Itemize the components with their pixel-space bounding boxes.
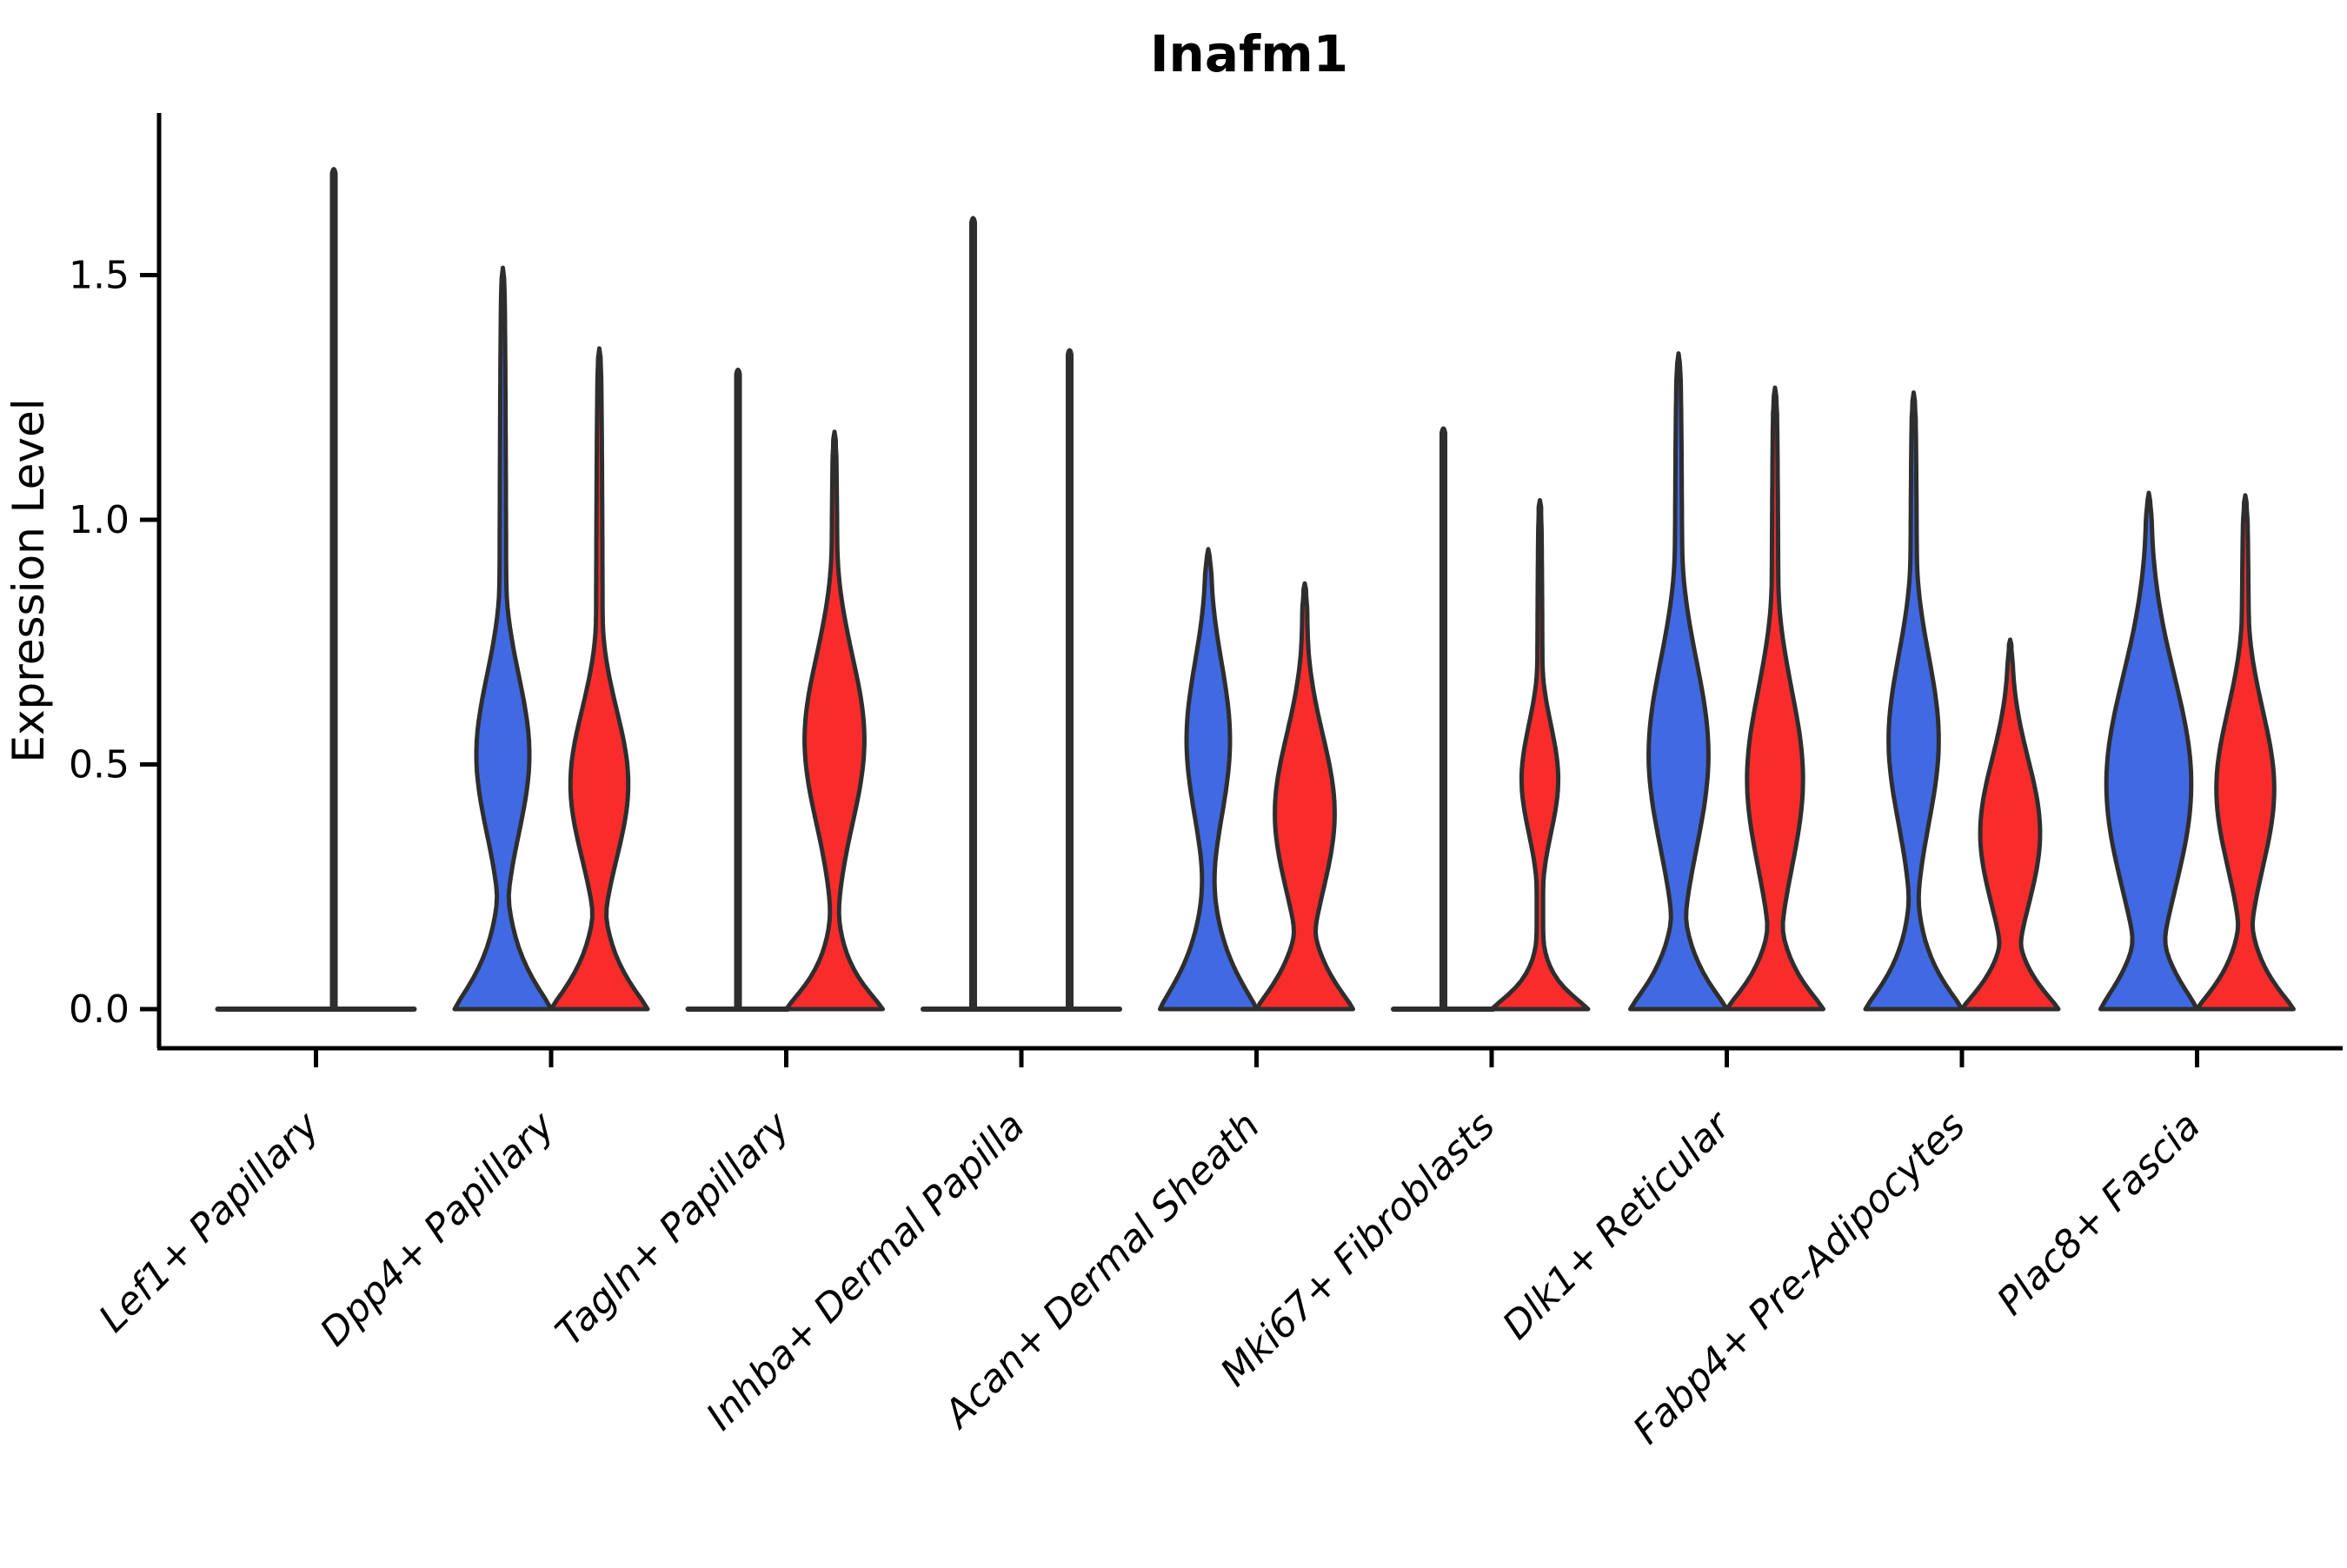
plot-title: Inafm1 — [1150, 24, 1348, 83]
violin-plac8-fascia-red — [2195, 493, 2296, 1012]
violin-dpp4-papillary-blue — [452, 265, 554, 1012]
x-tick-label-dlk1-reticular: Dlk1+ Reticular — [1494, 1102, 1740, 1348]
violin-mki67-fibroblasts-blue-spike — [1439, 426, 1447, 1012]
violin-acan-dermal-sheath-red — [1254, 581, 1355, 1012]
violin-lef1-papillary-blue-spike — [329, 167, 338, 1012]
violin-tagln-papillary-blue-spike — [734, 367, 742, 1012]
violin-fabp4-pre-adipocytes-red — [1959, 637, 2061, 1012]
violin-dlk1-reticular-red — [1725, 385, 1825, 1012]
violin-mki67-fibroblasts-red — [1489, 498, 1591, 1012]
x-tick-label-plac8-fascia: Plac8+ Fascia — [1989, 1104, 2209, 1324]
y-axis-label: Expression Level — [3, 398, 54, 762]
x-tick-label-tagln-papillary: Tagln+ Papillary — [548, 1103, 799, 1354]
violin-dlk1-reticular-blue — [1628, 351, 1729, 1012]
y-tick-label: 1.5 — [69, 254, 130, 298]
violin-inhba-dermal-papilla-red-spike — [1066, 348, 1074, 1012]
x-tick-label-dpp4-papillary: Dpp4+ Papillary — [312, 1103, 564, 1355]
violins-layer — [215, 167, 2296, 1012]
violin-tagln-papillary-red — [784, 429, 885, 1012]
violin-dpp4-papillary-red — [549, 346, 650, 1012]
y-tick-label: 1.0 — [69, 498, 130, 542]
violin-acan-dermal-sheath-blue — [1158, 547, 1259, 1012]
x-tick-label-lef1-papillary: Lef1+ Papillary — [90, 1103, 329, 1341]
violin-inhba-dermal-papilla-blue-spike — [969, 216, 977, 1012]
violin-fabp4-pre-adipocytes-blue — [1863, 390, 1965, 1012]
y-tick-label: 0.0 — [69, 987, 130, 1032]
y-tick-label: 0.5 — [69, 743, 130, 787]
violin-plac8-fascia-blue — [2098, 490, 2199, 1012]
